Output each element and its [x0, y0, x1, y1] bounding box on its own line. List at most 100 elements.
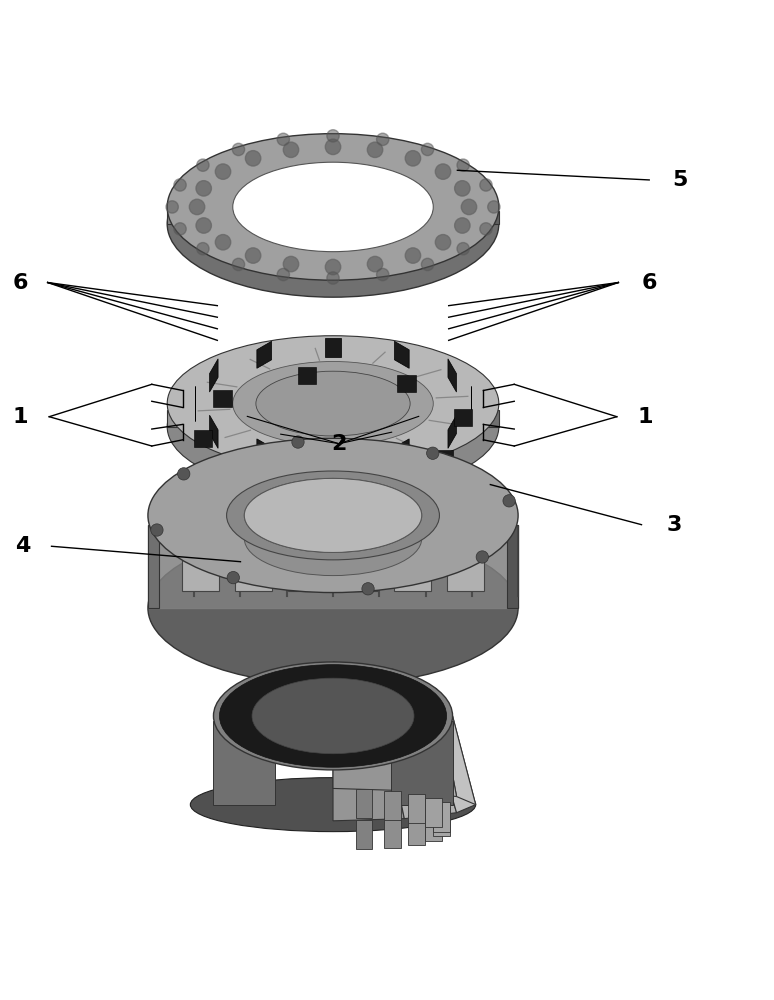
Circle shape [245, 151, 261, 166]
Circle shape [503, 495, 515, 507]
Polygon shape [324, 451, 341, 469]
Circle shape [292, 436, 304, 448]
Circle shape [368, 142, 382, 158]
Ellipse shape [233, 162, 433, 252]
Polygon shape [148, 525, 159, 608]
Text: 4: 4 [15, 536, 31, 556]
Polygon shape [148, 525, 518, 608]
Text: 1: 1 [638, 407, 653, 427]
Polygon shape [433, 209, 498, 224]
Circle shape [376, 133, 389, 146]
Circle shape [227, 571, 239, 584]
Circle shape [283, 256, 299, 272]
Ellipse shape [252, 678, 414, 754]
Polygon shape [448, 359, 457, 392]
Circle shape [421, 143, 433, 156]
Circle shape [277, 268, 289, 281]
Bar [398, 375, 416, 392]
Ellipse shape [256, 394, 410, 459]
Circle shape [325, 139, 341, 155]
Circle shape [277, 133, 289, 146]
Polygon shape [391, 719, 453, 805]
Ellipse shape [233, 179, 433, 269]
Circle shape [197, 159, 209, 171]
Circle shape [476, 551, 488, 563]
Circle shape [283, 142, 299, 158]
Ellipse shape [190, 778, 476, 832]
Ellipse shape [245, 502, 422, 576]
Text: 1: 1 [13, 407, 29, 427]
Polygon shape [210, 359, 218, 392]
Ellipse shape [167, 359, 498, 495]
Circle shape [196, 218, 211, 233]
Text: 5: 5 [673, 170, 688, 190]
Bar [447, 540, 484, 591]
Polygon shape [210, 415, 218, 448]
Circle shape [435, 235, 450, 250]
Circle shape [461, 199, 477, 215]
Circle shape [488, 201, 500, 213]
Polygon shape [257, 341, 272, 368]
Circle shape [454, 218, 470, 233]
Polygon shape [395, 439, 409, 466]
Bar [434, 450, 453, 467]
Circle shape [480, 179, 492, 191]
Circle shape [215, 235, 231, 250]
Ellipse shape [148, 438, 518, 593]
Circle shape [174, 223, 187, 235]
Polygon shape [333, 662, 404, 791]
Circle shape [480, 223, 492, 235]
Bar [235, 540, 272, 591]
Polygon shape [167, 407, 256, 427]
Circle shape [421, 258, 433, 271]
Polygon shape [257, 439, 272, 466]
Circle shape [215, 164, 231, 179]
Circle shape [362, 583, 374, 595]
Bar [408, 815, 425, 845]
Polygon shape [506, 525, 518, 608]
Circle shape [406, 151, 420, 166]
Circle shape [151, 524, 163, 536]
Bar [194, 430, 212, 447]
Circle shape [454, 181, 470, 196]
Ellipse shape [245, 478, 422, 552]
Polygon shape [437, 689, 476, 805]
Circle shape [426, 447, 439, 459]
Circle shape [174, 179, 187, 191]
Bar [408, 794, 425, 823]
Polygon shape [324, 338, 341, 357]
Circle shape [327, 272, 339, 284]
Bar [183, 540, 219, 591]
Bar [350, 473, 368, 490]
Bar [433, 802, 450, 832]
Circle shape [190, 199, 205, 215]
Ellipse shape [256, 371, 410, 436]
Circle shape [197, 243, 209, 255]
Polygon shape [392, 669, 457, 797]
Bar [425, 798, 441, 827]
Bar [341, 540, 378, 591]
Ellipse shape [167, 151, 498, 297]
Bar [214, 390, 232, 407]
Bar [454, 409, 472, 426]
Bar [355, 820, 372, 849]
Bar [425, 811, 441, 841]
Circle shape [457, 243, 469, 255]
Polygon shape [448, 415, 457, 448]
Bar [384, 818, 401, 848]
Polygon shape [392, 743, 457, 819]
Ellipse shape [214, 662, 453, 770]
Circle shape [457, 159, 469, 171]
Ellipse shape [233, 361, 433, 446]
Circle shape [368, 256, 382, 272]
Bar [433, 807, 450, 836]
Circle shape [177, 468, 190, 480]
Ellipse shape [227, 471, 440, 560]
Circle shape [435, 164, 450, 179]
Polygon shape [214, 719, 276, 805]
Circle shape [376, 268, 389, 281]
Bar [288, 540, 325, 591]
Ellipse shape [231, 473, 435, 558]
Circle shape [406, 248, 420, 263]
Ellipse shape [167, 336, 498, 471]
